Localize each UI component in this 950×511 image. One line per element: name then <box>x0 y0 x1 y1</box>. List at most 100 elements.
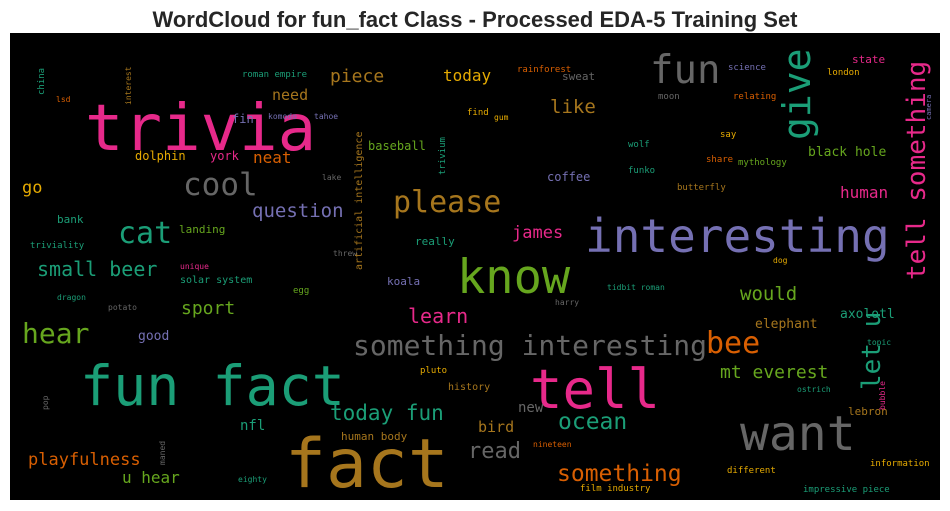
word: lsd <box>56 95 71 104</box>
word: hear <box>22 317 89 350</box>
word: nfl <box>240 418 265 434</box>
word: history <box>448 382 490 393</box>
word: trivium <box>438 137 448 175</box>
word: fun fact <box>80 354 345 418</box>
word: different <box>727 466 776 476</box>
word: say <box>720 130 737 140</box>
word: coffee <box>547 170 590 184</box>
word: black hole <box>808 145 886 160</box>
word: artificial intelligence <box>354 132 365 270</box>
word: interesting <box>585 209 890 263</box>
word: really <box>415 235 455 248</box>
word: know <box>457 250 571 305</box>
word: want <box>740 406 856 462</box>
word: bank <box>57 213 84 226</box>
word: mythology <box>738 158 787 168</box>
word: bubble <box>878 381 887 410</box>
word: james <box>512 223 563 243</box>
word: wolf <box>628 140 650 150</box>
word: today <box>443 66 492 85</box>
word: film industry <box>580 484 651 494</box>
word: would <box>740 283 797 305</box>
word: interest <box>124 66 133 105</box>
word: new <box>518 400 544 416</box>
word: funko <box>628 166 655 176</box>
word: piece <box>330 66 384 87</box>
word: lake <box>322 173 341 182</box>
word: today fun <box>330 401 444 425</box>
word: potato <box>108 303 137 312</box>
word: small beer <box>37 257 157 281</box>
word: find <box>467 108 489 118</box>
word: gum <box>494 113 509 122</box>
word: human <box>840 183 888 202</box>
word: neat <box>253 148 292 167</box>
word: landing <box>179 223 225 236</box>
chart-title: WordCloud for fun_fact Class - Processed… <box>152 7 798 32</box>
word: threw <box>333 249 357 258</box>
word: information <box>870 459 930 469</box>
word: axolotl <box>840 307 895 322</box>
word: state <box>852 53 885 66</box>
word: fun <box>650 48 720 93</box>
word: tahoe <box>314 112 338 121</box>
word: sweat <box>562 70 595 83</box>
word: question <box>252 200 344 222</box>
word: cat <box>118 216 172 251</box>
word: go <box>22 178 42 198</box>
word: share <box>706 155 733 165</box>
word: bird <box>478 418 514 436</box>
word: science <box>728 63 766 73</box>
word: trivia <box>85 92 316 166</box>
word: dog <box>773 256 788 265</box>
word: solar system <box>180 275 252 286</box>
word: eighty <box>238 475 267 484</box>
word: read <box>468 439 521 464</box>
word: u hear <box>122 468 180 487</box>
word: maned <box>158 441 167 465</box>
word: need <box>272 86 308 104</box>
word: something <box>557 461 682 487</box>
word: ocean <box>558 409 627 435</box>
word: ostrich <box>797 385 831 394</box>
word: relating <box>733 92 776 102</box>
word: camera <box>925 95 933 120</box>
word: tell <box>530 358 660 421</box>
word: fin <box>232 112 254 126</box>
word: harry <box>555 298 579 307</box>
word: please <box>393 185 501 220</box>
word: learn <box>408 304 468 328</box>
word: triviality <box>30 241 85 251</box>
word: rainforest <box>517 65 571 75</box>
word: like <box>550 96 596 118</box>
word: human body <box>341 430 408 443</box>
word: tell something <box>902 61 932 280</box>
word: dolphin <box>135 149 186 163</box>
word: baseball <box>368 139 426 153</box>
word: nineteen <box>533 440 572 449</box>
word: let u <box>857 312 887 390</box>
word: tidbit roman <box>607 283 665 292</box>
word: pluto <box>420 366 447 376</box>
word: roman empire <box>242 70 307 80</box>
word: komodo <box>268 112 297 121</box>
word: china <box>37 68 47 95</box>
word: fact <box>285 425 449 504</box>
word: elephant <box>755 317 818 332</box>
word: koala <box>387 275 420 288</box>
word: topic <box>867 338 891 347</box>
word: moon <box>658 92 680 102</box>
word: unique <box>180 262 209 271</box>
word: mt everest <box>720 362 828 383</box>
word: impressive piece <box>803 485 890 495</box>
word: cool <box>183 167 258 203</box>
word: something interesting <box>353 329 707 362</box>
word: butterfly <box>677 183 726 193</box>
word: london <box>827 68 860 78</box>
word: bee <box>706 326 760 361</box>
word: york <box>210 149 240 163</box>
word: pop <box>41 395 50 410</box>
word: egg <box>293 286 309 296</box>
